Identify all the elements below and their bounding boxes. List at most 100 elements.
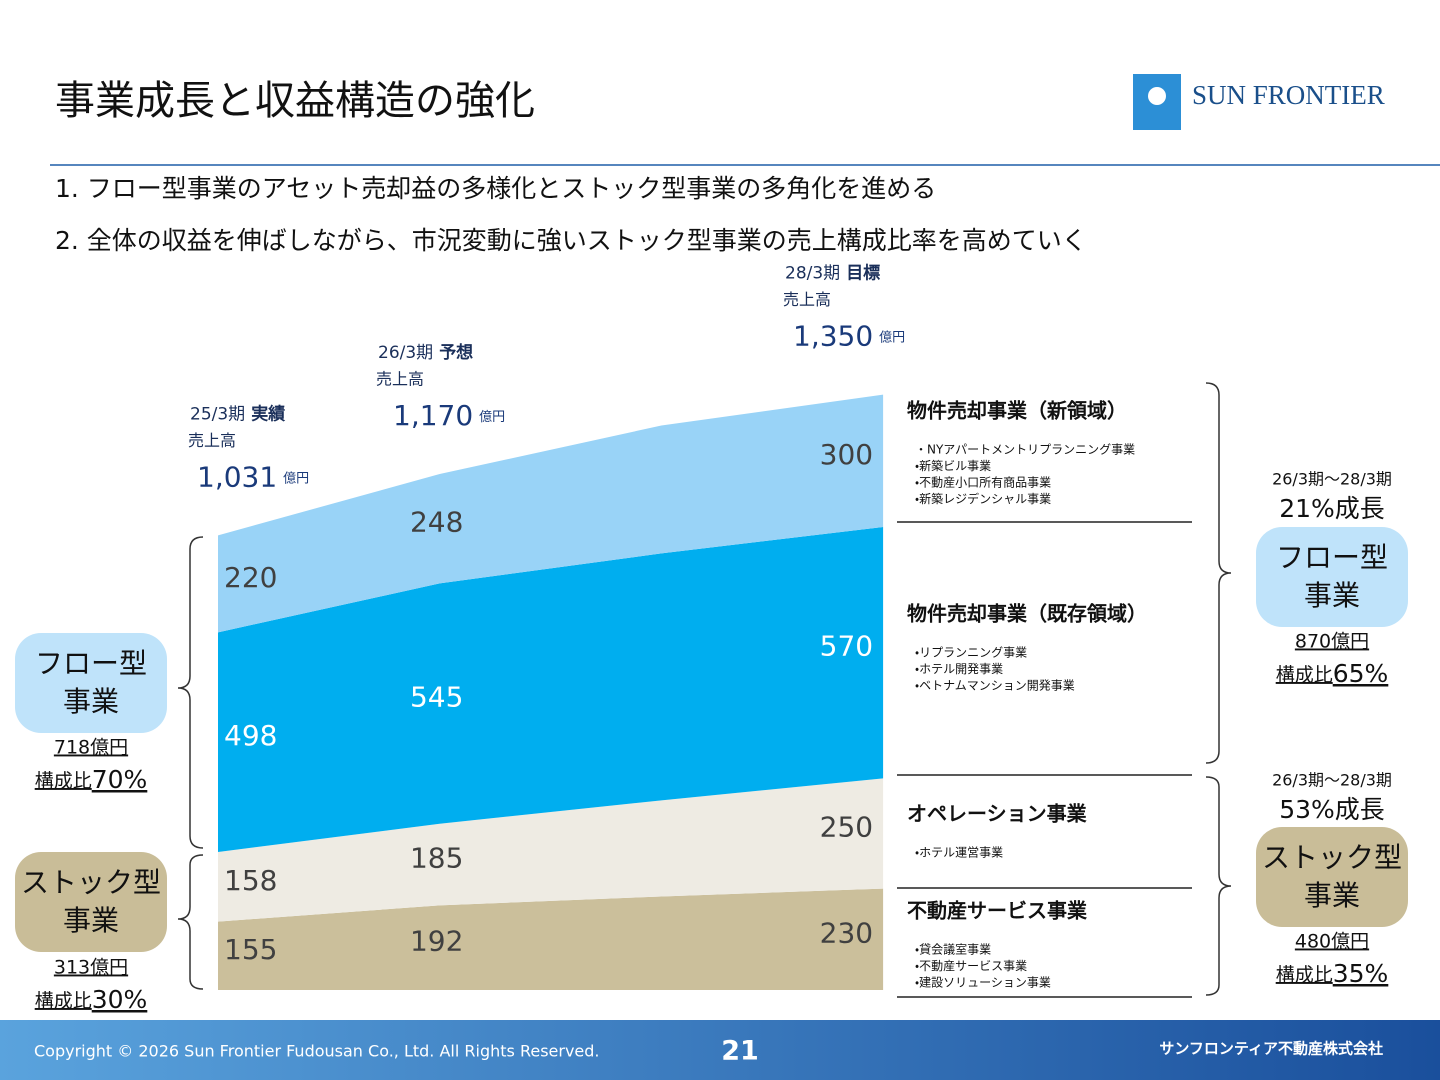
slide-title: 事業成長と収益構造の強化 — [55, 78, 535, 124]
series-item: ・リプランニング事業 — [915, 646, 1027, 660]
group-name: 事業 — [63, 685, 119, 718]
series-item: ・ホテル運営事業 — [915, 846, 1003, 860]
series-name: 物件売却事業（新領域） — [907, 399, 1127, 423]
series-name: オペレーション事業 — [907, 802, 1088, 826]
unit: 億円 — [283, 471, 309, 486]
series-item: ・ベトナムマンション開発事業 — [915, 679, 1075, 693]
group-share: 構成比30% — [35, 985, 148, 1014]
area — [218, 526, 884, 852]
period: 28/3期 — [785, 264, 840, 284]
footer-band — [0, 1020, 1440, 1080]
logo-mark-sun — [1148, 87, 1166, 105]
value-label: 155 — [224, 933, 277, 966]
share: 70% — [92, 765, 148, 794]
unit: 億円 — [479, 410, 505, 425]
share-label: 構成比 — [35, 770, 92, 792]
page-number: 21 — [721, 1036, 759, 1067]
total-label: 1,350 億円 — [793, 320, 905, 353]
group-share: 構成比65% — [1276, 659, 1389, 688]
value-label: 545 — [410, 681, 463, 714]
series-item: ・建設ソリューション事業 — [915, 976, 1051, 990]
value-label: 192 — [410, 925, 463, 958]
share: 30% — [92, 985, 148, 1014]
value-label: 185 — [410, 842, 463, 875]
group-amount: 313億円 — [54, 957, 128, 979]
status: 予想 — [439, 342, 473, 363]
group-amount: 718億円 — [54, 737, 128, 759]
company-name: サンフロンティア不動産株式会社 — [1159, 1040, 1383, 1058]
brace — [177, 854, 204, 990]
sales-label: 売上高 — [188, 431, 236, 450]
area — [218, 778, 884, 922]
brace — [1205, 776, 1232, 996]
growth: 53%成長 — [1279, 795, 1385, 824]
series-name: 不動産サービス事業 — [907, 899, 1088, 923]
status: 実績 — [251, 403, 286, 424]
brace — [1205, 382, 1232, 764]
series-item: ・NYアパートメントリプランニング事業 — [915, 443, 1135, 457]
growth-period: 26/3期～28/3期 — [1272, 771, 1392, 790]
series-item: ・不動産サービス事業 — [915, 959, 1027, 973]
period-header: 28/3期 目標 — [785, 263, 880, 284]
value-label: 498 — [224, 719, 277, 752]
series-item: ・新築レジデンシャル事業 — [915, 491, 1051, 506]
brace — [177, 536, 204, 849]
total-value: 1,350 — [793, 320, 873, 353]
group-box — [1256, 527, 1408, 627]
total-label: 1,031 億円 — [197, 460, 309, 493]
growth: 21%成長 — [1279, 494, 1385, 523]
group-amount: 480億円 — [1295, 931, 1369, 953]
value-label: 250 — [820, 810, 873, 843]
share: 35% — [1333, 959, 1389, 988]
group-box — [1256, 827, 1408, 927]
share-label: 構成比 — [35, 990, 92, 1012]
group-box — [15, 852, 167, 952]
point: 1. フロー型事業のアセット売却益の多様化とストック型事業の多角化を進める — [55, 174, 936, 203]
group-name: ストック型 — [21, 866, 161, 899]
status: 目標 — [846, 263, 880, 284]
copyright: Copyright © 2026 Sun Frontier Fudousan C… — [34, 1042, 600, 1061]
series-item: ・貸会議室事業 — [915, 942, 991, 957]
series-name: 物件売却事業（既存領域） — [907, 602, 1147, 626]
group-share: 構成比70% — [35, 765, 148, 794]
area — [218, 394, 884, 633]
group-name: 事業 — [1304, 579, 1360, 612]
group-name: フロー型 — [35, 647, 147, 680]
group-name: ストック型 — [1262, 841, 1402, 874]
period: 25/3期 — [190, 404, 245, 424]
series-item: ・不動産小口所有商品事業 — [915, 476, 1051, 490]
share-label: 構成比 — [1276, 664, 1333, 686]
value-label: 248 — [410, 506, 463, 539]
group-amount: 870億円 — [1295, 631, 1369, 653]
total-label: 1,170 億円 — [393, 399, 505, 432]
value-label: 300 — [820, 438, 873, 471]
total-value: 1,170 — [393, 399, 473, 432]
logo-text: SUN FRONTIER — [1192, 80, 1385, 110]
group-share: 構成比35% — [1276, 959, 1389, 988]
share: 65% — [1333, 659, 1389, 688]
value-label: 158 — [224, 864, 277, 897]
period: 26/3期 — [378, 343, 433, 363]
chart: 155 192 230 158 185 250 498 545 570 220 248 300 25/3… — [188, 263, 1192, 998]
series-item: ・新築ビル事業 — [915, 458, 991, 473]
value-label: 570 — [820, 630, 873, 663]
group-name: フロー型 — [1276, 541, 1388, 574]
group-name: 事業 — [1304, 879, 1360, 912]
series-item: ・ホテル開発事業 — [915, 662, 1003, 676]
sales-label: 売上高 — [376, 370, 424, 389]
period-header: 26/3期 予想 — [378, 342, 473, 363]
group-name: 事業 — [63, 904, 119, 937]
total-value: 1,031 — [197, 460, 277, 493]
share-label: 構成比 — [1276, 964, 1333, 986]
growth-period: 26/3期～28/3期 — [1272, 470, 1392, 489]
unit: 億円 — [879, 330, 905, 345]
area — [218, 888, 884, 990]
period-header: 25/3期 実績 — [190, 403, 286, 424]
value-label: 230 — [820, 916, 873, 949]
sales-label: 売上高 — [783, 290, 831, 309]
value-label: 220 — [224, 561, 277, 594]
group-box — [15, 633, 167, 733]
point: 2. 全体の収益を伸ばしながら、市況変動に強いストック型事業の売上構成比率を高め… — [55, 226, 1087, 255]
